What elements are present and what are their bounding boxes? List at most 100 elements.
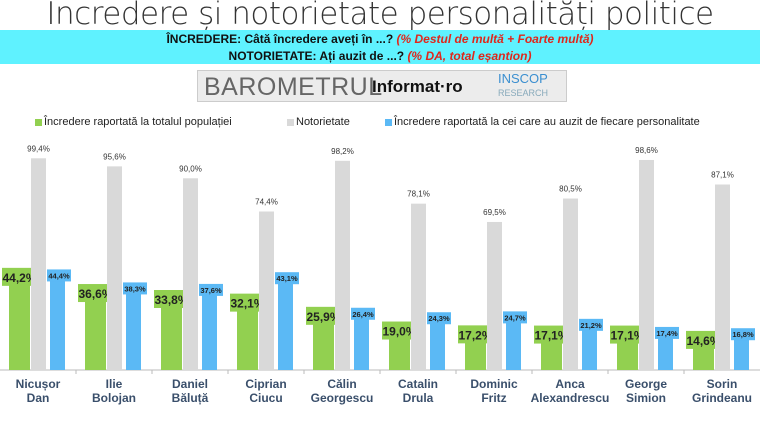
category-label: Fritz: [481, 391, 506, 405]
data-label-bg: [686, 330, 721, 349]
category-label: Daniel: [172, 377, 208, 391]
data-label: 17,2%: [458, 328, 492, 342]
category-label: Alexandrescu: [531, 391, 610, 405]
bar-notoriety: [335, 160, 350, 370]
logo-research: RESEARCH: [498, 88, 549, 98]
data-label-bg: [503, 311, 527, 324]
data-label-bg: [351, 307, 375, 320]
data-label: 74,4%: [255, 198, 278, 207]
data-label: 32,1%: [230, 297, 264, 311]
bar-trust-total: [161, 298, 182, 370]
data-label: 87,1%: [711, 170, 734, 179]
category-label: Ilie: [106, 377, 123, 391]
data-label-bg: [458, 325, 493, 344]
data-label: 37,6%: [200, 286, 222, 295]
bar-notoriety: [107, 166, 122, 370]
legend-item-trust-aware: Încredere raportată la cei care au auzit…: [385, 116, 700, 128]
bar-notoriety: [183, 178, 198, 370]
data-label: 24,3%: [428, 314, 450, 323]
data-label: 99,4%: [27, 144, 50, 153]
data-label: 80,5%: [559, 185, 582, 194]
legend-item-trust-total: Încredere raportată la totalul populație…: [35, 116, 232, 128]
logo-barometer: BAROMETRUL: [204, 73, 383, 101]
data-label: 36,6%: [78, 287, 112, 301]
data-label-bg: [610, 325, 645, 344]
legend-label: Încredere raportată la cei care au auzit…: [394, 116, 700, 128]
q1-text: Câtă încredere aveți în ...?: [241, 32, 397, 46]
data-label: 98,6%: [635, 146, 658, 155]
data-label: 26,4%: [352, 310, 374, 319]
data-label-bg: [655, 326, 679, 339]
bar-trust-total: [313, 314, 334, 370]
legend-label: Încredere raportată la totalul populație…: [44, 116, 232, 128]
data-label: 98,2%: [331, 147, 354, 156]
legend-label: Notorietate: [296, 116, 350, 128]
category-label: Dominic: [470, 377, 518, 391]
bar-trust-aware: [582, 324, 597, 370]
bar-trust-aware: [506, 317, 521, 370]
data-label: 16,8%: [732, 330, 754, 339]
category-label: Ciucu: [249, 391, 282, 405]
page-title: Incredere și notorietate personalități p…: [46, 0, 714, 32]
data-label: 25,9%: [306, 310, 340, 324]
data-label-bg: [534, 325, 569, 344]
category-label: Simion: [626, 391, 666, 405]
data-label-bg: [731, 328, 755, 341]
bar-trust-aware: [354, 313, 369, 370]
bar-trust-aware: [278, 278, 293, 370]
bar-notoriety: [259, 211, 274, 370]
data-label-bg: [78, 284, 113, 303]
data-label: 90,0%: [179, 164, 202, 173]
data-label: 44,2%: [2, 271, 36, 285]
legend-swatch: [35, 118, 42, 126]
category-label: George: [625, 377, 667, 391]
data-label: 17,1%: [534, 329, 568, 343]
data-label: 24,7%: [504, 313, 526, 322]
category-label: Anca: [555, 377, 585, 391]
bar-trust-total: [9, 275, 30, 370]
data-label-bg: [427, 312, 451, 325]
category-label: Grindeanu: [692, 391, 752, 405]
logo-inscop-text: INSCOP: [498, 71, 548, 86]
bar-trust-total: [389, 329, 410, 370]
data-label-bg: [47, 269, 71, 282]
q2-note: (% DA, total eșantion): [407, 49, 532, 63]
bar-trust-aware: [126, 288, 141, 370]
bar-trust-total: [85, 292, 106, 370]
question-band: [0, 30, 760, 64]
bar-notoriety: [563, 198, 578, 370]
category-label: Georgescu: [311, 391, 374, 405]
logo-informat: Informat·ro: [372, 77, 463, 96]
data-label-bg: [154, 290, 189, 309]
bar-notoriety: [715, 184, 730, 370]
data-label: 33,8%: [154, 293, 188, 307]
category-label: Sorin: [707, 377, 738, 391]
category-label: Băluță: [172, 391, 209, 405]
category-label: Catalin: [398, 377, 438, 391]
data-label: 69,5%: [483, 208, 506, 217]
category-label: Drula: [403, 391, 434, 405]
question-notoriety: NOTORIETATE: Ați auzit de ...? (% DA, to…: [0, 49, 760, 63]
bar-trust-aware: [734, 334, 749, 370]
bar-trust-aware: [50, 275, 65, 370]
q1-note: (% Destul de multă + Foarte multă): [396, 32, 594, 46]
legend-swatch: [287, 118, 294, 126]
bar-notoriety: [639, 159, 654, 370]
category-label: Ciprian: [245, 377, 286, 391]
data-label-bg: [2, 267, 37, 286]
q2-text: Ați auzit de ...?: [316, 49, 408, 63]
data-label: 78,1%: [407, 190, 430, 199]
data-label: 21,2%: [580, 321, 602, 330]
bar-trust-aware: [202, 289, 217, 370]
data-label: 17,1%: [610, 329, 644, 343]
q2-label: NOTORIETATE:: [228, 49, 317, 63]
category-label: Nicușor: [16, 377, 61, 391]
bar-trust-aware: [430, 318, 445, 370]
data-label-bg: [230, 293, 265, 312]
bar-notoriety: [487, 221, 502, 370]
data-label-bg: [382, 321, 417, 340]
legend-swatch: [385, 118, 392, 126]
category-label: Dan: [27, 391, 50, 405]
data-label: 44,4%: [48, 271, 70, 280]
